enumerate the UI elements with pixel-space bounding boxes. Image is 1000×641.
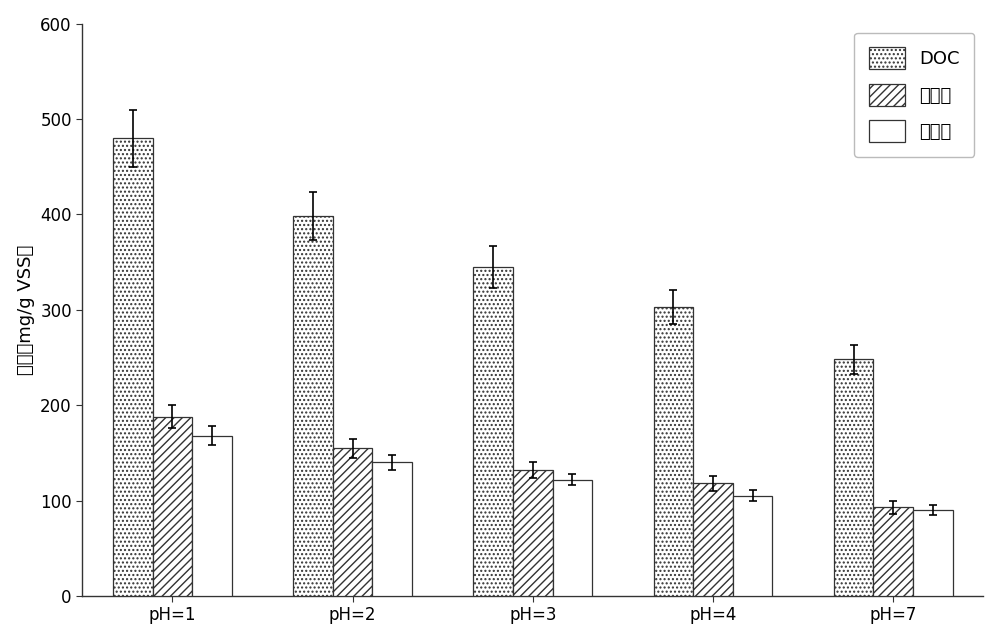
Bar <box>873 507 913 596</box>
Bar <box>192 436 232 596</box>
Bar <box>153 417 192 596</box>
Y-axis label: 浓度（mg/g VSS）: 浓度（mg/g VSS） <box>17 245 35 375</box>
Bar <box>654 307 693 596</box>
Bar <box>113 138 153 596</box>
Bar <box>513 470 553 596</box>
Bar <box>693 483 733 596</box>
Bar <box>372 462 412 596</box>
Bar <box>834 360 873 596</box>
Legend: DOC, 蛋白质, 腔殖酸: DOC, 蛋白质, 腔殖酸 <box>854 33 974 156</box>
Bar <box>473 267 513 596</box>
Bar <box>553 479 592 596</box>
Bar <box>913 510 953 596</box>
Bar <box>733 495 772 596</box>
Bar <box>293 216 333 596</box>
Bar <box>333 448 372 596</box>
